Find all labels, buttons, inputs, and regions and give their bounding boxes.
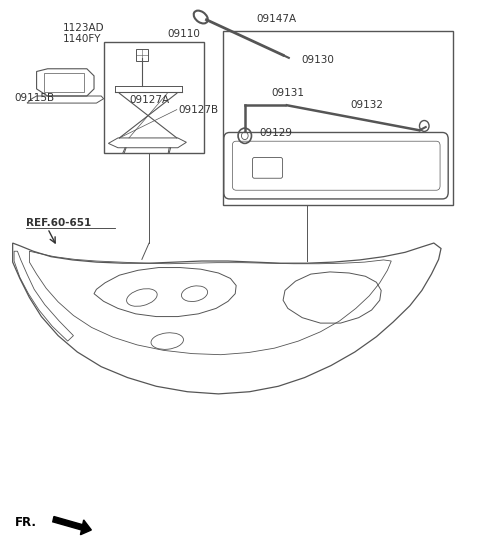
Text: 09147A: 09147A [257,14,297,23]
Text: 09127B: 09127B [179,105,219,115]
Bar [223,31,453,205]
Text: 09132: 09132 [350,99,383,110]
Text: 09110: 09110 [167,29,200,39]
Text: 09115B: 09115B [14,93,54,103]
Text: 09129: 09129 [259,128,292,138]
FancyArrow shape [53,517,91,535]
Bar [44,73,84,92]
Text: 1123AD
1140FY: 1123AD 1140FY [63,23,105,44]
Text: REF.60-651: REF.60-651 [25,218,91,228]
Bar [136,49,148,61]
Text: FR.: FR. [15,516,37,529]
Text: 09131: 09131 [271,88,304,98]
Bar [104,41,204,153]
Text: 09130: 09130 [301,55,334,65]
Text: 09127A: 09127A [129,95,169,105]
